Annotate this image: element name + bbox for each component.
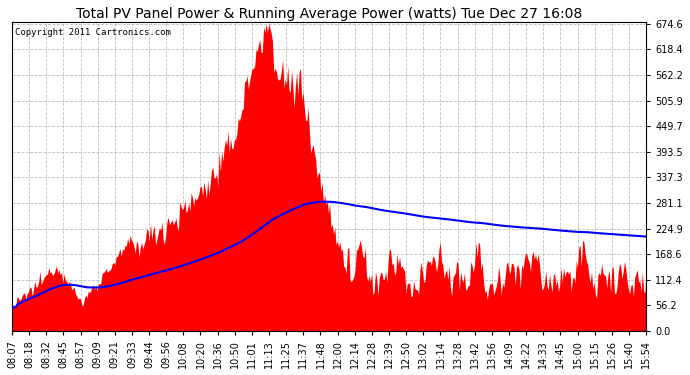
Text: Copyright 2011 Cartronics.com: Copyright 2011 Cartronics.com bbox=[15, 28, 171, 37]
Title: Total PV Panel Power & Running Average Power (watts) Tue Dec 27 16:08: Total PV Panel Power & Running Average P… bbox=[76, 7, 582, 21]
